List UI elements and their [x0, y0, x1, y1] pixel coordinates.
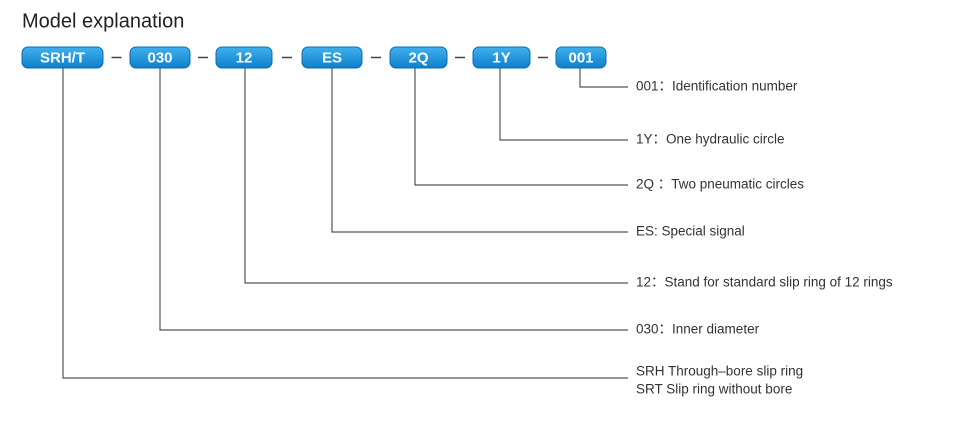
- description: ES: Special signal: [636, 224, 745, 239]
- code-label: 030: [147, 49, 172, 66]
- code-label: ES: [322, 49, 342, 66]
- description: 12：Stand for standard slip ring of 12 ri…: [636, 275, 893, 290]
- code-box: [389, 46, 448, 69]
- code-label: 12: [236, 49, 253, 66]
- code-label: 001: [568, 49, 593, 66]
- description: 2Q ：Two pneumatic circles: [636, 177, 804, 192]
- title: Model explanation: [22, 10, 184, 32]
- code-box: [555, 46, 607, 69]
- code-label: SRH/T: [40, 49, 85, 66]
- connector: [159, 68, 628, 331]
- description: 030：Inner diameter: [636, 322, 760, 337]
- description: 1Y：One hydraulic circle: [636, 132, 785, 147]
- code-label: 1Y: [492, 49, 510, 66]
- connector: [62, 68, 628, 379]
- connector: [331, 68, 628, 233]
- code-label: 2Q: [408, 49, 428, 66]
- connector: [499, 68, 628, 141]
- description: 001：Identification number: [636, 79, 798, 94]
- connector: [244, 68, 628, 284]
- description: SRH Through–bore slip ring: [636, 364, 803, 379]
- connector: [414, 68, 628, 186]
- code-box: [472, 46, 531, 69]
- connector: [579, 68, 628, 88]
- code-box: [215, 46, 273, 69]
- description: SRT Slip ring without bore: [636, 382, 792, 397]
